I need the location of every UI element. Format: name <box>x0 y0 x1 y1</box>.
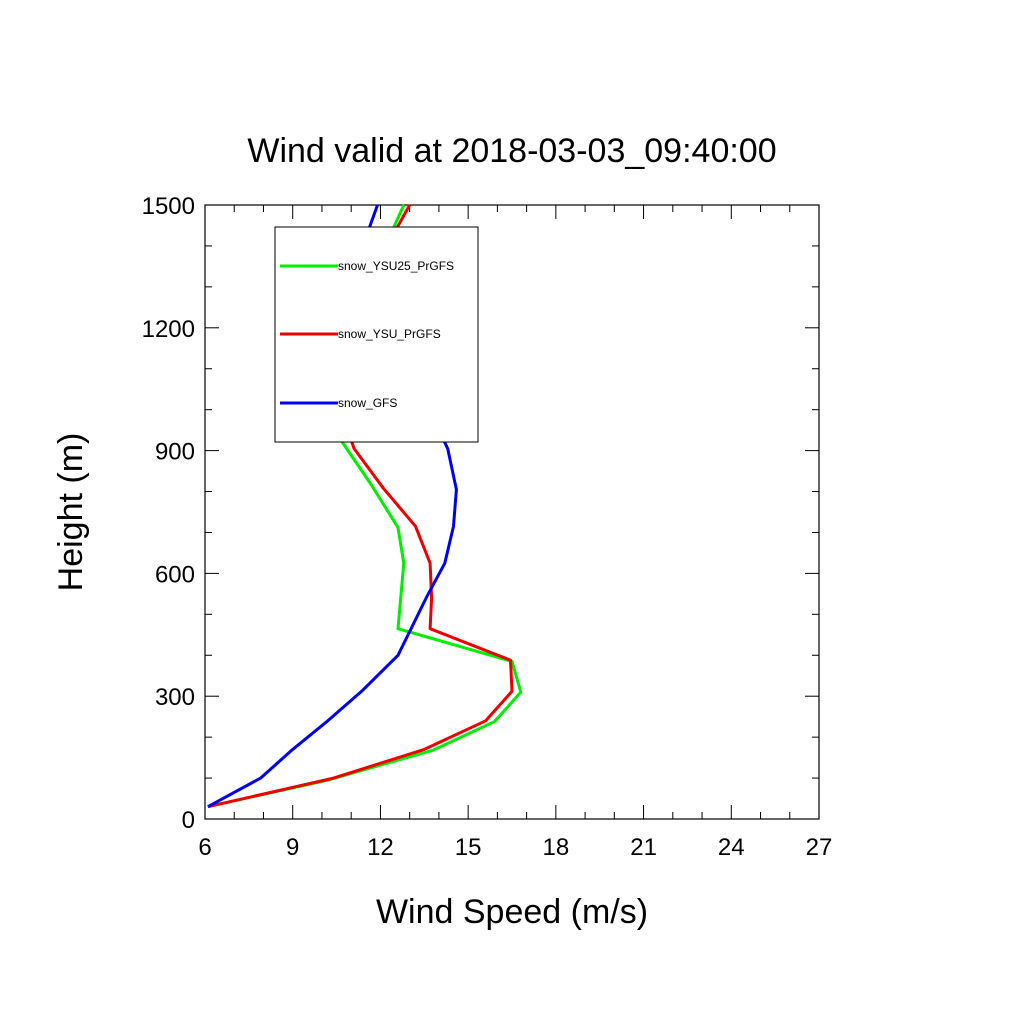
chart-title: Wind valid at 2018-03-03_09:40:00 <box>247 132 776 170</box>
axis-ticks: 6 9 12 15 18 21 24 27 0 300 600 900 1200 1500 <box>142 193 833 861</box>
x-tick-label: 21 <box>630 834 657 861</box>
x-tick-label: 27 <box>806 834 833 861</box>
y-tick-label: 900 <box>155 439 195 466</box>
x-tick-label: 9 <box>286 834 299 861</box>
y-tick-label: 1500 <box>142 193 195 220</box>
legend-label: snow_YSU25_PrGFS <box>338 259 454 273</box>
x-tick-label: 6 <box>198 834 211 861</box>
x-tick-label: 12 <box>367 834 394 861</box>
legend-label: snow_YSU_PrGFS <box>338 327 441 341</box>
y-tick-label: 1200 <box>142 316 195 343</box>
y-tick-label: 300 <box>155 684 195 711</box>
y-tick-label: 600 <box>155 561 195 588</box>
legend-label: snow_GFS <box>338 396 397 410</box>
x-tick-label: 18 <box>543 834 570 861</box>
legend: snow_YSU25_PrGFS snow_YSU_PrGFS snow_GFS <box>274 226 479 443</box>
x-axis-label: Wind Speed (m/s) <box>376 893 648 931</box>
y-tick-label: 0 <box>182 807 195 834</box>
x-tick-label: 24 <box>718 834 745 861</box>
y-axis-label: Height (m) <box>52 433 90 592</box>
plot-area <box>204 204 820 820</box>
x-tick-label: 15 <box>455 834 482 861</box>
plot-frame <box>204 204 820 820</box>
